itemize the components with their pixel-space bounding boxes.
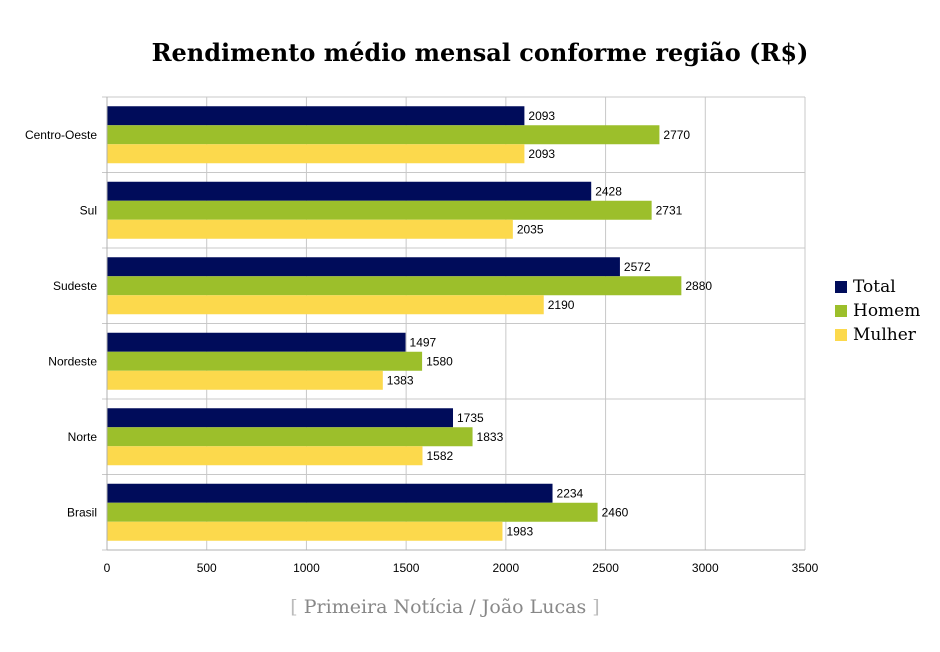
bar-mulher [107, 370, 383, 390]
credit-label: Primeira Notícia / João Lucas [303, 596, 587, 618]
grid-lines [102, 96, 806, 551]
credit-close-bracket: ] [592, 596, 600, 618]
x-tick-label: 3000 [692, 561, 719, 575]
data-label: 2190 [548, 298, 575, 312]
bar-total [107, 181, 592, 201]
category-label: Norte [68, 430, 98, 444]
data-label: 2880 [685, 279, 712, 293]
x-tick-label: 1500 [393, 561, 420, 575]
bar-total [107, 257, 620, 277]
data-label: 1582 [426, 449, 453, 463]
data-label: 2428 [595, 184, 622, 198]
bars [107, 106, 682, 541]
credit-text: [ Primeira Notícia / João Lucas ] [0, 596, 890, 618]
legend-label: Mulher [853, 325, 916, 345]
data-label: 2035 [517, 222, 544, 236]
bar-total [107, 408, 454, 428]
data-label: 2770 [663, 128, 690, 142]
x-tick-label: 500 [197, 561, 217, 575]
bar-mulher [107, 219, 513, 239]
legend: Total Homem Mulher [835, 275, 920, 347]
data-labels: 2093 2770 2093 2428 2731 2035 2572 2880 2190 1497… [387, 109, 713, 539]
bar-total [107, 483, 553, 503]
data-label: 2093 [528, 109, 555, 123]
bar-total [107, 332, 406, 352]
x-tick-label: 1000 [293, 561, 320, 575]
category-label: Centro-Oeste [25, 128, 97, 142]
chart-title: Rendimento médio mensal conforme região … [151, 38, 809, 67]
bar-homem [107, 351, 423, 371]
legend-swatch [835, 281, 847, 293]
credit-open-bracket: [ [290, 596, 298, 618]
data-label: 1580 [426, 354, 453, 368]
bar-mulher [107, 446, 423, 466]
data-label: 1497 [410, 335, 437, 349]
bar-mulher [107, 521, 503, 541]
data-label: 2731 [656, 203, 683, 217]
category-label: Sul [80, 203, 97, 217]
axes: 0 500 1000 1500 2000 2500 3000 3500 Centro-Oeste… [25, 97, 819, 575]
legend-swatch [835, 329, 847, 341]
x-tick-label: 0 [104, 561, 111, 575]
legend-item-mulher: Mulher [835, 323, 920, 347]
x-tick-label: 2000 [493, 561, 520, 575]
legend-swatch [835, 305, 847, 317]
legend-label: Homem [853, 301, 921, 321]
category-label: Nordeste [48, 354, 97, 368]
category-label: Brasil [67, 505, 97, 519]
bar-homem [107, 276, 682, 296]
category-label: Sudeste [53, 279, 97, 293]
data-label: 1383 [387, 373, 414, 387]
bar-total [107, 106, 525, 126]
x-tick-label: 2500 [592, 561, 619, 575]
x-tick-label: 3500 [792, 561, 819, 575]
legend-item-homem: Homem [835, 299, 920, 323]
data-label: 2572 [624, 260, 651, 274]
bar-homem [107, 125, 660, 145]
bar-homem [107, 427, 473, 447]
data-label: 2460 [602, 505, 629, 519]
data-label: 1735 [457, 411, 484, 425]
legend-item-total: Total [835, 275, 920, 299]
bar-homem [107, 502, 598, 522]
data-label: 2093 [528, 147, 555, 161]
data-label: 1833 [477, 430, 504, 444]
bar-mulher [107, 144, 525, 164]
bar-mulher [107, 295, 544, 315]
data-label: 1983 [506, 524, 533, 538]
bar-homem [107, 200, 652, 220]
legend-label: Total [853, 277, 896, 297]
data-label: 2234 [557, 486, 584, 500]
